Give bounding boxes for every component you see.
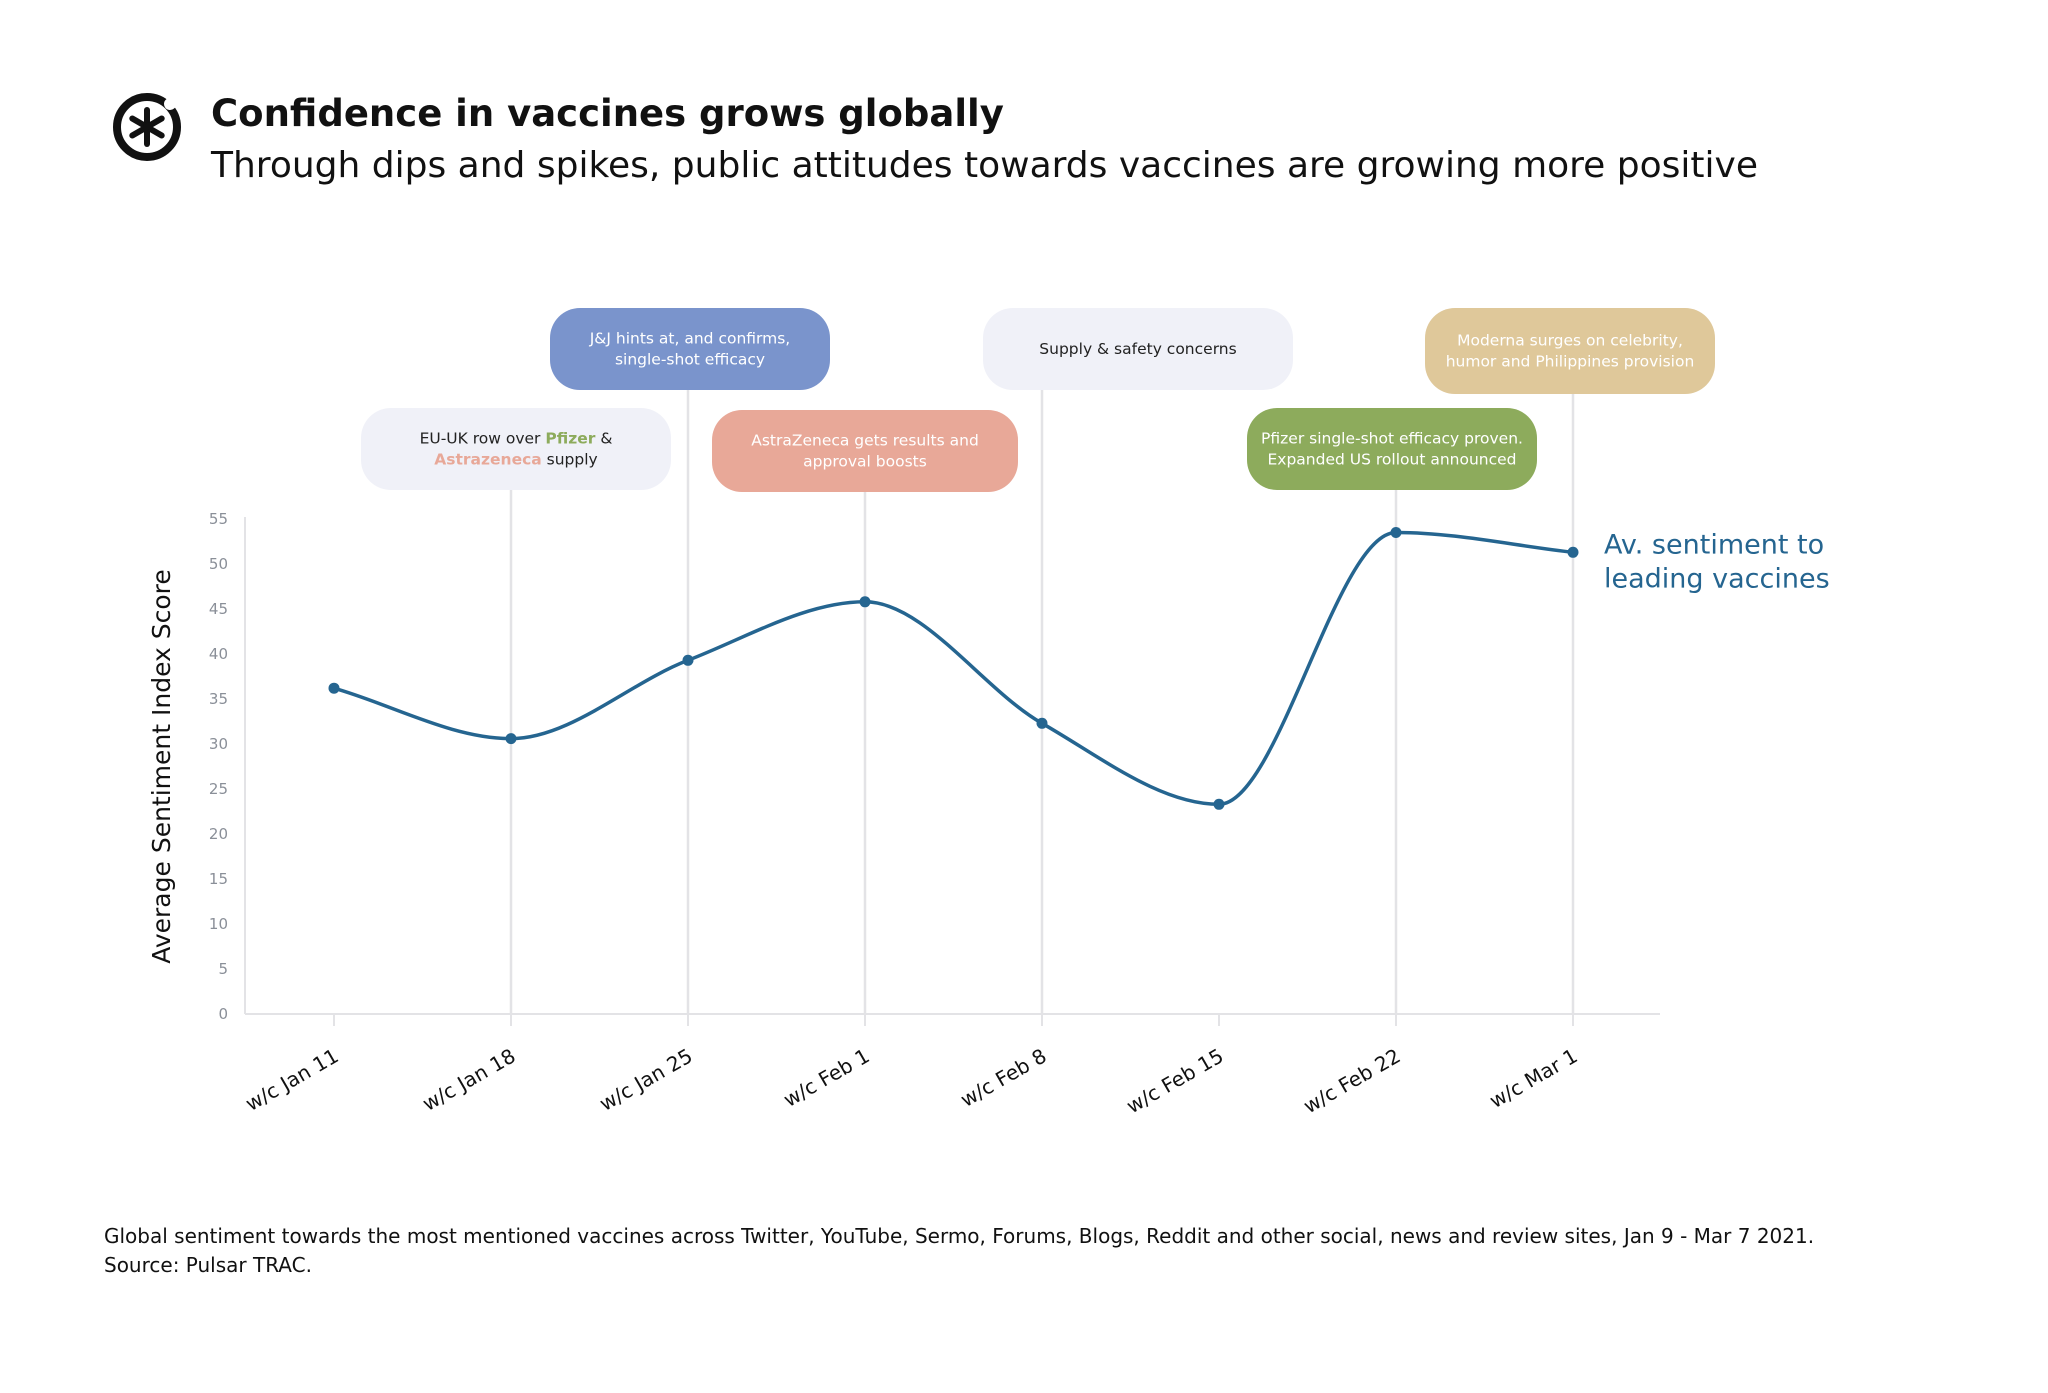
data-point xyxy=(328,682,340,694)
annotation-bubble xyxy=(1425,308,1715,394)
annotation-text: J&J hints at, and confirms, xyxy=(589,330,791,348)
annotation-text: single-shot efficacy xyxy=(615,351,765,369)
x-tick-label: w/c Feb 8 xyxy=(956,1044,1050,1112)
x-tick-label: w/c Jan 11 xyxy=(241,1044,342,1116)
x-tick-label: w/c Feb 15 xyxy=(1122,1044,1227,1119)
y-tick-label: 15 xyxy=(209,870,228,888)
annotation-text: humor and Philippines provision xyxy=(1446,353,1695,371)
y-axis-ticks: 0 5 10 15 20 25 30 35 40 45 50 55 xyxy=(209,510,228,1023)
x-tick-label: w/c Mar 1 xyxy=(1485,1044,1581,1113)
footnote-source: Source: Pulsar TRAC. xyxy=(104,1253,312,1277)
series-line-path xyxy=(332,530,1575,807)
annotation-bubble xyxy=(361,408,671,490)
annotation-text-segment: AstraZeneca gets results and xyxy=(751,432,979,450)
annotation-bubble xyxy=(983,308,1293,390)
series-label: Av. sentiment to leading vaccines xyxy=(1604,529,1833,594)
annotation-text-segment: Expanded US rollout announced xyxy=(1268,451,1517,469)
annotation-text: EU-UK row over Pfizer & xyxy=(420,430,613,448)
annotation-text-segment: supply xyxy=(542,451,598,469)
annotation-text-segment: Supply & safety concerns xyxy=(1039,340,1236,358)
annotation-text-segment: single-shot efficacy xyxy=(615,351,765,369)
pulsar-logo-icon xyxy=(113,90,184,161)
annotation-text-segment: EU-UK row over xyxy=(420,430,546,448)
y-tick-label: 50 xyxy=(209,555,228,573)
series-label-line: Av. sentiment to xyxy=(1604,529,1824,560)
data-point xyxy=(1213,798,1225,810)
y-tick-label: 40 xyxy=(209,645,228,663)
series-label-line: leading vaccines xyxy=(1604,563,1830,594)
annotation-text-segment: Astrazeneca xyxy=(434,451,541,469)
annotation-text-segment: J&J hints at, and confirms, xyxy=(589,330,791,348)
x-tick-label: w/c Jan 25 xyxy=(595,1044,696,1116)
annotation-text: Pfizer single-shot efficacy proven. xyxy=(1261,430,1523,448)
annotations: EU-UK row over Pfizer & Astrazeneca suppl… xyxy=(361,308,1715,492)
data-point xyxy=(859,596,871,608)
y-tick-label: 20 xyxy=(209,825,228,843)
data-point xyxy=(682,654,694,666)
y-tick-label: 10 xyxy=(209,915,228,933)
chart-subtitle: Through dips and spikes, public attitude… xyxy=(211,145,1758,186)
data-point xyxy=(505,733,517,745)
y-tick-label: 5 xyxy=(218,960,228,978)
annotation-bubble xyxy=(550,308,830,390)
annotation-guidelines xyxy=(509,390,1575,1014)
y-tick-label: 35 xyxy=(209,690,228,708)
footnote-description: Global sentiment towards the most mentio… xyxy=(104,1224,1815,1248)
footnote: Global sentiment towards the most mentio… xyxy=(104,1222,1814,1280)
annotation-text-segment: approval boosts xyxy=(803,453,927,471)
y-tick-label: 55 xyxy=(209,510,228,528)
annotation-text: AstraZeneca gets results and xyxy=(751,432,979,450)
annotation-text: Astrazeneca supply xyxy=(434,451,597,469)
chart-axes xyxy=(244,517,1660,1015)
annotation-text: approval boosts xyxy=(803,453,927,471)
annotation-text-segment: Moderna surges on celebrity, xyxy=(1457,332,1683,350)
data-point xyxy=(1036,717,1048,729)
annotation-text-segment: Pfizer xyxy=(545,430,595,448)
data-point xyxy=(1567,546,1579,558)
x-tick-label: w/c Feb 22 xyxy=(1299,1044,1404,1119)
x-tick-label: w/c Jan 18 xyxy=(418,1044,519,1116)
annotation-text: Expanded US rollout announced xyxy=(1268,451,1517,469)
annotation-text-segment: humor and Philippines provision xyxy=(1446,353,1695,371)
annotation-text: Supply & safety concerns xyxy=(1039,340,1236,358)
annotation-text: Moderna surges on celebrity, xyxy=(1457,332,1683,350)
y-axis-label: Average Sentiment Index Score xyxy=(147,569,176,964)
y-tick-label: 25 xyxy=(209,780,228,798)
series-points xyxy=(328,527,1579,810)
data-point xyxy=(1390,527,1402,538)
annotation-text-segment: Pfizer single-shot efficacy proven. xyxy=(1261,430,1523,448)
series-line xyxy=(332,530,1575,807)
y-tick-label: 0 xyxy=(218,1005,228,1023)
annotation-bubble xyxy=(1247,408,1537,490)
x-tick-label: w/c Feb 1 xyxy=(779,1044,873,1112)
y-tick-label: 45 xyxy=(209,600,228,618)
chart-title: Confidence in vaccines grows globally xyxy=(211,92,1004,135)
annotation-text-segment: & xyxy=(595,430,612,448)
annotation-bubble xyxy=(712,410,1018,492)
y-tick-label: 30 xyxy=(209,735,228,753)
x-axis-ticks: w/c Jan 11 w/c Jan 18 w/c Jan 25 w/c Feb 1 w… xyxy=(241,1014,1582,1119)
